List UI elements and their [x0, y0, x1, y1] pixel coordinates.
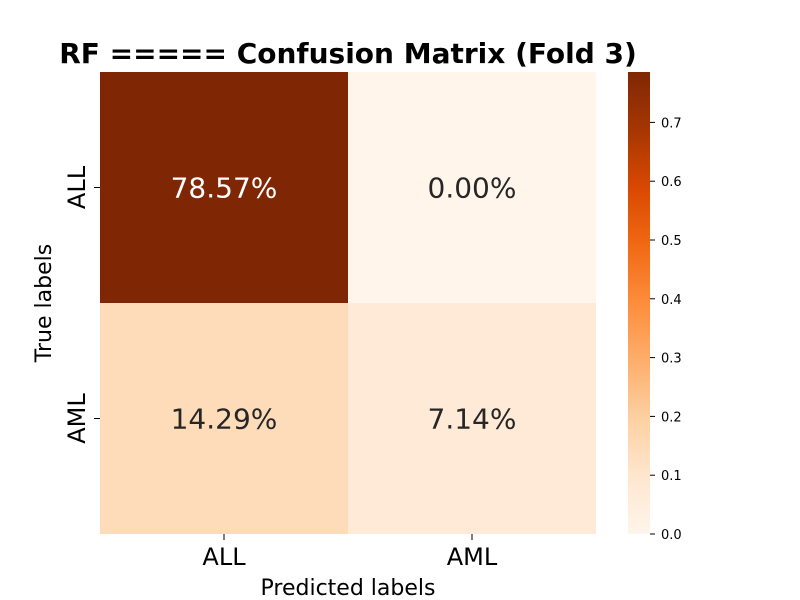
x-tick-label: AML	[447, 543, 498, 571]
colorbar-tick-label: 0.2	[661, 410, 682, 425]
colorbar	[628, 72, 650, 534]
cell-value-label: 14.29%	[171, 403, 278, 436]
heatmap-cell	[348, 72, 596, 303]
x-tick-label: ALL	[202, 543, 246, 571]
colorbar-tick-label: 0.0	[661, 528, 682, 543]
colorbar-tick-label: 0.5	[661, 234, 682, 249]
y-tick-label: AML	[63, 393, 91, 444]
cell-value-label: 78.57%	[171, 172, 278, 205]
y-axis-label: True labels	[32, 244, 57, 363]
y-axis-ticks: ALL AML	[63, 165, 100, 444]
cell-value-label: 7.14%	[428, 403, 517, 436]
colorbar-tick-label: 0.7	[661, 116, 682, 131]
colorbar-ticks: 0.0 0.1 0.2 0.3 0.4 0.5 0.6 0.7	[650, 116, 682, 543]
heatmap-cell	[348, 303, 596, 534]
heatmap-cells: 78.57% 0.00% 14.29% 7.14%	[100, 72, 596, 534]
heatmap-cell	[100, 72, 348, 303]
chart-title: RF ===== Confusion Matrix (Fold 3)	[59, 37, 637, 70]
colorbar-tick-label: 0.1	[661, 469, 682, 484]
y-tick-label: ALL	[63, 165, 91, 209]
heatmap-cell	[100, 303, 348, 534]
x-axis-label: Predicted labels	[261, 576, 436, 600]
x-axis-ticks: ALL AML	[202, 534, 498, 571]
colorbar-tick-label: 0.4	[661, 293, 682, 308]
cell-value-label: 0.00%	[428, 172, 517, 205]
colorbar-tick-label: 0.6	[661, 175, 682, 190]
colorbar-tick-label: 0.3	[661, 352, 682, 367]
